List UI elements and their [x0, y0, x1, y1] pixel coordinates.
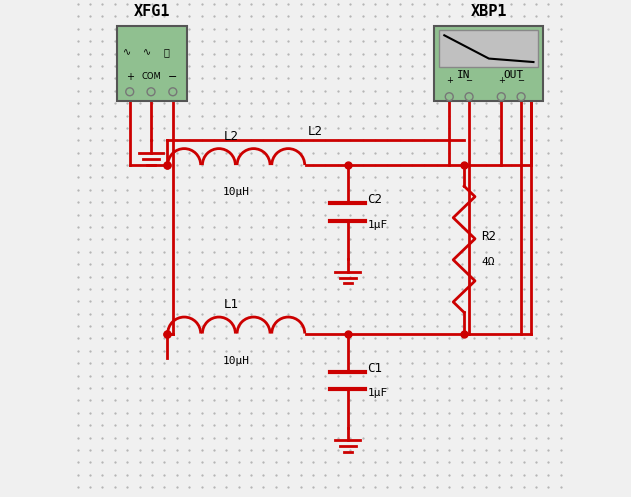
- Text: R2: R2: [481, 231, 497, 244]
- Text: +: +: [446, 76, 452, 85]
- Text: −: −: [168, 72, 177, 82]
- Text: −: −: [517, 76, 524, 85]
- Text: OUT: OUT: [504, 70, 524, 80]
- Text: C2: C2: [367, 193, 382, 206]
- Text: +: +: [126, 72, 134, 82]
- Text: −: −: [466, 76, 473, 85]
- Text: ∿: ∿: [123, 47, 131, 57]
- FancyBboxPatch shape: [439, 30, 538, 67]
- FancyBboxPatch shape: [117, 26, 187, 101]
- Text: 1μF: 1μF: [367, 220, 388, 230]
- Text: COM: COM: [141, 73, 161, 82]
- Text: ⎍: ⎍: [164, 47, 170, 57]
- Text: IN: IN: [457, 70, 471, 80]
- Text: L2: L2: [308, 125, 323, 138]
- Text: L1: L1: [224, 298, 239, 311]
- Text: 1μF: 1μF: [367, 388, 388, 398]
- Text: +: +: [498, 76, 505, 85]
- Text: 4Ω: 4Ω: [481, 256, 495, 267]
- Text: ∿: ∿: [143, 47, 151, 57]
- Text: 10μH: 10μH: [223, 356, 250, 366]
- Text: 10μH: 10μH: [223, 187, 250, 197]
- FancyBboxPatch shape: [434, 26, 543, 101]
- Text: C1: C1: [367, 362, 382, 375]
- Text: XBP1: XBP1: [471, 4, 507, 19]
- Text: L2: L2: [224, 130, 239, 143]
- Text: XFG1: XFG1: [134, 4, 170, 19]
